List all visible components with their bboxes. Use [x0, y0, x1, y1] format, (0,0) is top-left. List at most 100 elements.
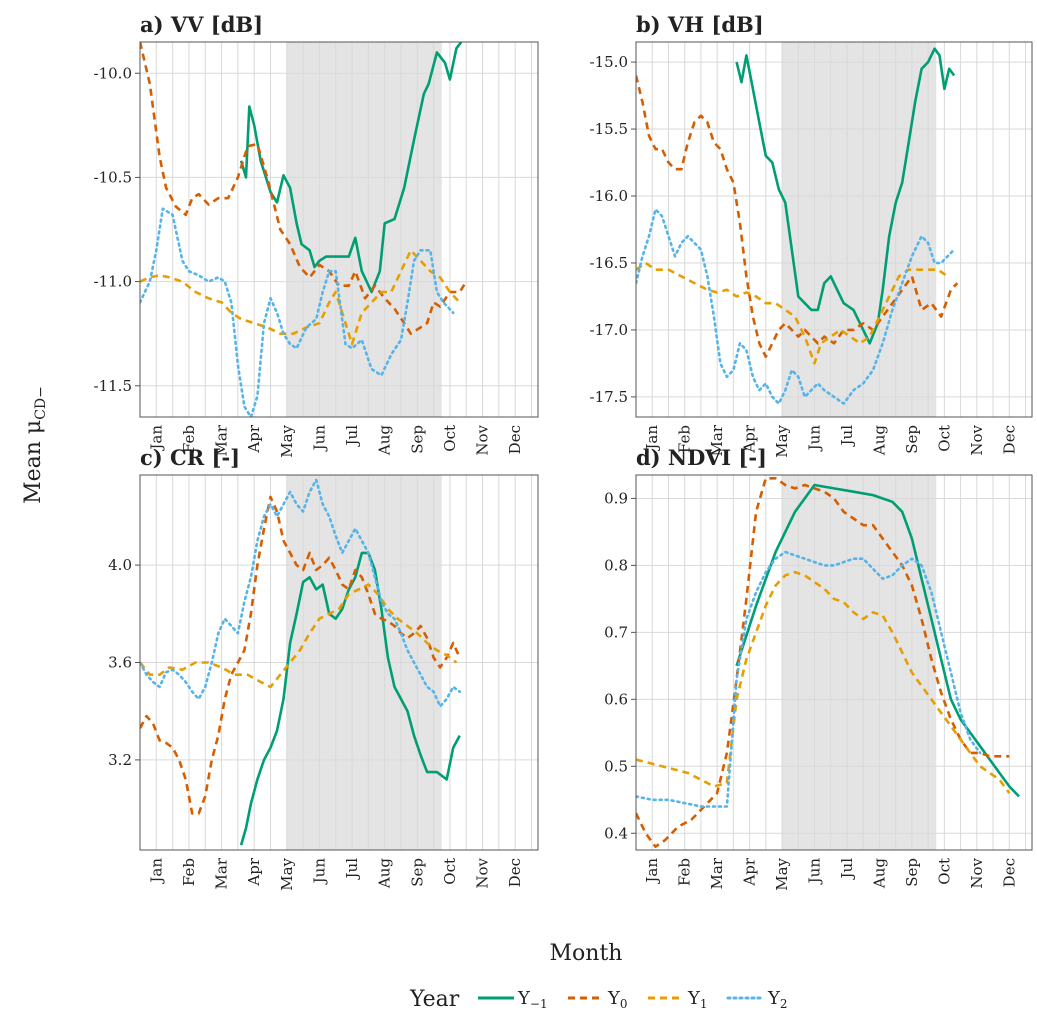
season-shade: [782, 475, 937, 850]
x-tick-label: Apr: [245, 424, 263, 453]
legend-label-subscript: 0: [620, 997, 628, 1010]
x-tick-label: Jul: [343, 858, 361, 881]
panel-cr: Jan Feb Mar Apr May Jun Jul Aug Sep Oct Nov Dec 3.2 3…: [108, 445, 539, 891]
season-shade: [782, 42, 937, 417]
legend-label: Y−1: [517, 988, 548, 1010]
y-axis-label-subscript: CD−: [33, 386, 49, 420]
y-tick-label: 0.9: [604, 489, 628, 507]
x-tick-label: Dec: [1000, 425, 1018, 454]
x-tick-label: Jun: [310, 858, 328, 886]
series-line-3: [636, 208, 956, 405]
x-tick-label: Dec: [506, 425, 524, 454]
x-tick-label: Feb: [676, 858, 694, 886]
series-group: [140, 42, 468, 417]
x-tick-label: Mar: [213, 857, 231, 889]
legend-label: Y1: [687, 988, 708, 1010]
x-tick-label: Jun: [806, 858, 824, 886]
series-line-2: [636, 570, 1011, 794]
x-tick-label: May: [773, 857, 791, 890]
x-tick-label: Aug: [376, 425, 394, 456]
x-tick-label: Jun: [806, 425, 824, 453]
x-tick-label: Nov: [474, 857, 492, 888]
y-tick-label: 3.6: [108, 654, 132, 672]
x-tick-label: Sep: [903, 858, 921, 887]
x-tick-label: Nov: [474, 424, 492, 455]
plot-frame: [635, 474, 1033, 851]
x-tick-label: Aug: [870, 425, 888, 456]
x-tick-label: Feb: [676, 425, 694, 453]
panel-title: c) CR [-]: [140, 445, 240, 470]
x-tick-label: Oct: [441, 425, 459, 452]
y-axis-label: Mean μCD−: [21, 386, 49, 504]
y-axis-label-main: Mean μ: [21, 420, 46, 504]
x-tick-label: Nov: [968, 424, 986, 455]
panel-vv: Jan Feb Mar Apr May Jun Jul Aug Sep Oct Nov Dec -10.…: [94, 12, 539, 458]
plot-frame: [635, 41, 1033, 418]
series-line-1: [636, 477, 1010, 848]
y-tick-label: -10.5: [94, 168, 132, 186]
x-tick-label: Jan: [643, 425, 661, 452]
y-tick-label: -15.5: [590, 120, 628, 138]
panel-title: a) VV [dB]: [140, 12, 263, 37]
panel-vh: Jan Feb Mar Apr May Jun Jul Aug Sep Oct Nov Dec -15.…: [590, 12, 1033, 458]
x-tick-label: Aug: [870, 858, 888, 889]
x-tick-label: Oct: [935, 858, 953, 885]
x-axis-label: Month: [550, 941, 623, 966]
x-tick-label: Jul: [838, 425, 856, 448]
legend-label-subscript: −1: [530, 997, 548, 1010]
legend-label-main: Y: [687, 988, 701, 1009]
x-tick-label: Mar: [213, 424, 231, 456]
legend-label: Y0: [607, 988, 628, 1010]
series-line-2: [636, 261, 949, 365]
y-tick-label: 0.8: [604, 556, 628, 574]
x-tick-label: Apr: [741, 424, 759, 453]
x-tick-label: Oct: [935, 425, 953, 452]
y-tick-label: -16.5: [590, 254, 628, 272]
panel-ndvi: Jan Feb Mar Apr May Jun Jul Aug Sep Oct Nov Dec 0.4 0…: [604, 445, 1033, 891]
x-tick-label: Jan: [643, 858, 661, 885]
series-line-0: [735, 47, 956, 345]
y-tick-label: 0.7: [604, 623, 628, 641]
x-tick-label: Mar: [708, 857, 726, 889]
legend-label-main: Y: [767, 988, 781, 1009]
x-tick-label: Feb: [180, 425, 198, 453]
series-line-0: [735, 483, 1020, 798]
y-tick-label: -10.0: [94, 64, 132, 82]
y-tick-label: -16.0: [590, 187, 628, 205]
x-tick-label: Dec: [506, 858, 524, 887]
plot-frame: [139, 41, 539, 418]
panel-title: d) NDVI [-]: [636, 445, 767, 470]
x-tick-label: May: [278, 424, 296, 457]
y-tick-label: 3.2: [108, 751, 132, 769]
legend: Year Y−1 Y0 Y1 Y2: [409, 987, 788, 1010]
legend-label-main: Y: [517, 988, 531, 1009]
x-tick-label: Oct: [441, 858, 459, 885]
legend-title: Year: [409, 987, 460, 1010]
x-tick-label: Aug: [376, 858, 394, 889]
series-line-1: [636, 75, 959, 358]
x-tick-label: Jan: [147, 425, 165, 452]
series-line-1: [140, 42, 468, 335]
x-tick-label: Mar: [708, 424, 726, 456]
x-tick-label: Sep: [903, 425, 921, 454]
series-line-3: [636, 550, 982, 808]
plot-frame: [139, 474, 539, 851]
y-tick-label: 0.5: [604, 757, 628, 775]
y-tick-label: 4.0: [108, 556, 132, 574]
series-group: [140, 478, 461, 846]
y-tick-label: -17.0: [590, 321, 628, 339]
x-tick-label: Jun: [310, 425, 328, 453]
series-line-3: [140, 478, 461, 708]
series-line-1: [140, 495, 461, 815]
series-line-2: [140, 583, 458, 689]
y-tick-label: 0.4: [604, 824, 628, 842]
legend-label-subscript: 2: [780, 997, 788, 1010]
y-tick-label: -15.0: [590, 53, 628, 71]
x-tick-label: Dec: [1000, 858, 1018, 887]
panel-title: b) VH [dB]: [636, 12, 764, 37]
series-line-3: [140, 207, 455, 417]
x-tick-label: Jan: [147, 858, 165, 885]
series-group: [636, 47, 959, 405]
x-tick-label: Apr: [741, 857, 759, 886]
